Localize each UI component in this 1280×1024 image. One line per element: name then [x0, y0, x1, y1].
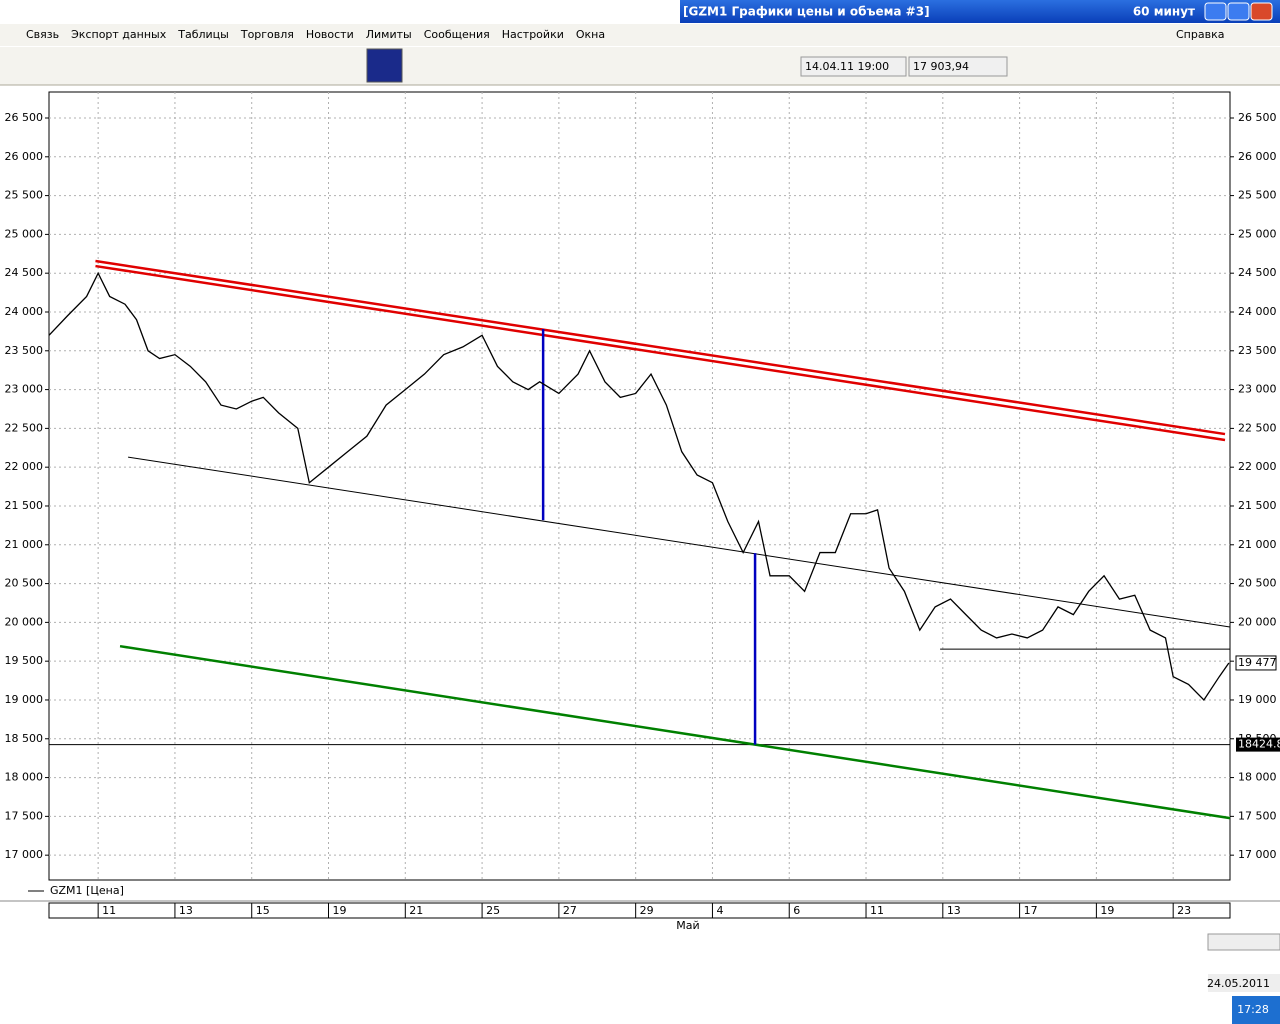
trend-line [95, 259, 1226, 436]
level-box [1236, 737, 1280, 752]
y-tick-label: 25 500 [5, 189, 44, 202]
title-bar [680, 0, 1280, 23]
y-tick-label: 23 500 [5, 344, 44, 357]
y-tick-label: 21 500 [1238, 499, 1277, 512]
menu-item[interactable]: Таблицы [177, 28, 229, 41]
menu-item[interactable]: Новости [306, 28, 354, 41]
status-date-box [1208, 974, 1280, 992]
y-tick-label: 17 500 [1238, 809, 1277, 822]
x-tick-label: 11 [870, 904, 884, 917]
time-field [800, 56, 907, 77]
menu-item[interactable]: Лимиты [366, 28, 412, 41]
menu-item[interactable]: Настройки [502, 28, 564, 41]
last-price-label: 19 477 [1238, 656, 1277, 669]
x-tick-label: 4 [716, 904, 723, 917]
y-tick-label: 18 000 [5, 771, 44, 784]
y-tick-label: 24 000 [5, 305, 44, 318]
menu-item[interactable]: Связь [26, 28, 59, 41]
x-tick-label: 15 [256, 904, 270, 917]
menu-item[interactable]: Экспорт данных [71, 28, 167, 41]
y-tick-label: 22 500 [1238, 421, 1277, 434]
y-tick-label: 18 500 [5, 732, 44, 745]
tray [1232, 996, 1280, 1024]
y-tick-label: 25 000 [5, 227, 44, 240]
y-tick-label: 26 500 [5, 111, 44, 124]
y-tick-label: 24 500 [5, 266, 44, 279]
x-tick-label: 13 [179, 904, 193, 917]
y-tick-label: 21 500 [5, 499, 44, 512]
menu: Связь Экспорт данных Таблицы Торговля Новост… [26, 28, 605, 41]
toolbar-icon[interactable] [366, 48, 403, 83]
trend-line [95, 264, 1226, 442]
window-title: [GZM1 Графики цены и объема #3] [683, 5, 930, 19]
y-tick-label: 25 000 [1238, 227, 1277, 240]
y-tick-label: 22 000 [5, 460, 44, 473]
menu-bar [0, 24, 1280, 46]
last-price-box [1235, 655, 1277, 671]
menu-item[interactable]: Сообщения [424, 28, 490, 41]
y-tick-label: 20 000 [1238, 615, 1277, 628]
y-tick-label: 23 000 [1238, 383, 1277, 396]
minimize[interactable] [1204, 2, 1227, 21]
x-tick-label: 27 [563, 904, 577, 917]
y-tick-label: 26 500 [1238, 111, 1277, 124]
clock: 17:28 [1237, 1003, 1269, 1016]
price-field-text: 17 903,94 [913, 60, 969, 73]
y-tick-label: 24 000 [1238, 305, 1277, 318]
y-tick-label: 20 500 [1238, 577, 1277, 590]
y-tick-label: 19 500 [5, 654, 44, 667]
x-tick-label: 13 [947, 904, 961, 917]
price-field [908, 56, 1008, 77]
y-tick-label: 17 000 [5, 848, 44, 861]
y-tick-label: 20 500 [5, 577, 44, 590]
y-tick-label: 26 000 [5, 150, 44, 163]
scrollbar[interactable] [1207, 933, 1280, 951]
y-tick-label: 25 500 [1238, 189, 1277, 202]
maximize[interactable] [1227, 2, 1250, 21]
legend-entry: GZM1 [Цена] [50, 884, 124, 897]
y-tick-label: 19 000 [5, 693, 44, 706]
month-label: Май [676, 919, 699, 932]
price-line [48, 271, 1230, 702]
x-tick-label: 19 [333, 904, 347, 917]
y-tick-label: 22 000 [1238, 460, 1277, 473]
y-tick-label: 17 500 [5, 809, 44, 822]
plot-area [48, 91, 1231, 881]
y-tick-label: 26 000 [1238, 150, 1277, 163]
x-tick-label: 19 [1100, 904, 1114, 917]
y-tick-label: 22 500 [5, 421, 44, 434]
y-tick-label: 18 000 [1238, 771, 1277, 784]
x-tick-label: 29 [640, 904, 654, 917]
y-tick-label: 23 500 [1238, 344, 1277, 357]
menu-item[interactable]: Окна [576, 28, 605, 41]
y-tick-label: 19 000 [1238, 693, 1277, 706]
y-tick-label: 23 000 [5, 383, 44, 396]
y-tick-label: 21 000 [1238, 538, 1277, 551]
y-tick-label: 24 500 [1238, 266, 1277, 279]
y-tick-label: 20 000 [5, 615, 44, 628]
time-field-text: 14.04.11 19:00 [805, 60, 889, 73]
x-tick-label: 11 [102, 904, 116, 917]
x-tick-label: 25 [486, 904, 500, 917]
status-date: 24.05.2011 [1207, 977, 1270, 990]
y-tick-label: 21 000 [5, 538, 44, 551]
date-axis [48, 902, 1231, 919]
trend-line [119, 644, 1231, 820]
x-tick-label: 23 [1177, 904, 1191, 917]
help-menu[interactable]: Справка [1176, 28, 1224, 41]
menu-item[interactable]: Торговля [240, 28, 294, 41]
trend-line [128, 456, 1231, 628]
level-label: 18424.84 [1238, 738, 1280, 751]
title-left [0, 0, 680, 23]
x-tick-label: 21 [409, 904, 423, 917]
close[interactable] [1250, 2, 1273, 21]
interval: 60 минут [1133, 5, 1195, 19]
x-tick-label: 6 [793, 904, 800, 917]
toolbar [0, 47, 1280, 85]
y-tick-label: 17 000 [1238, 848, 1277, 861]
x-tick-label: 17 [1024, 904, 1038, 917]
